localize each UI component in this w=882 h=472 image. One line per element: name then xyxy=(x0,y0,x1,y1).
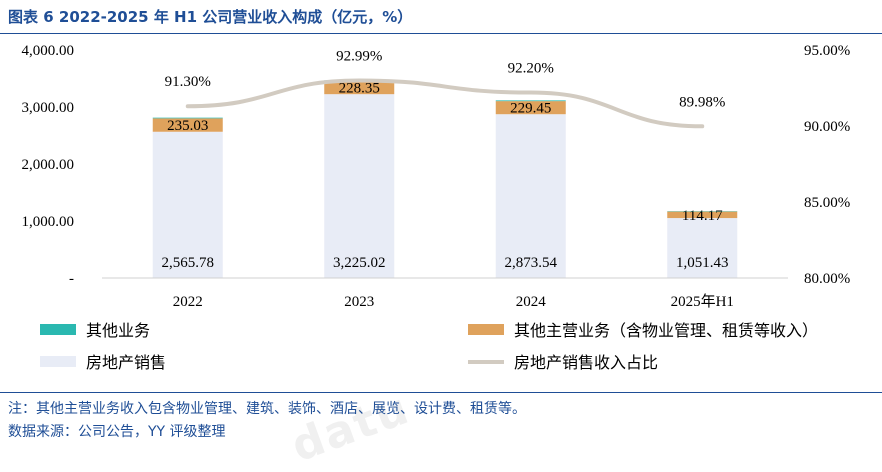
chart-figure: 图表 6 2022-2025 年 H1 公司营业收入构成（亿元，%） -1,00… xyxy=(0,0,882,444)
bar-data-label: 3,225.02 xyxy=(333,255,386,271)
left-axis-tick-label: 3,000.00 xyxy=(22,100,75,116)
legend-label: 房地产销售 xyxy=(86,353,166,372)
right-axis-tick-label: 80.00% xyxy=(804,271,850,287)
left-axis-tick-label: - xyxy=(69,271,74,287)
footer-rule xyxy=(0,392,882,393)
bar-data-label: 2,565.78 xyxy=(162,255,215,271)
bar-segment-2 xyxy=(496,100,566,101)
bar-data-label: 2,873.54 xyxy=(505,255,558,271)
bar-data-label: 235.03 xyxy=(167,118,208,134)
bar-data-label: 114.17 xyxy=(682,208,723,224)
line-data-label: 91.30% xyxy=(165,74,211,90)
bar-data-label: 228.35 xyxy=(339,81,380,97)
right-axis-tick-label: 85.00% xyxy=(804,195,850,211)
left-axis-tick-label: 1,000.00 xyxy=(22,214,75,230)
line-data-label: 89.98% xyxy=(679,94,725,110)
legend-swatch xyxy=(468,324,504,335)
bar-data-label: 229.45 xyxy=(510,101,551,117)
legend-swatch xyxy=(40,324,76,335)
line-data-label: 92.20% xyxy=(508,61,554,77)
legend-swatch xyxy=(40,356,76,367)
bar-segment-0 xyxy=(496,114,566,278)
right-axis-tick-label: 90.00% xyxy=(804,119,850,135)
x-axis-tick-label: 2023 xyxy=(344,294,374,310)
footnote: 注：其他主营业务收入包含物业管理、建筑、装饰、酒店、展览、设计费、租赁等。 xyxy=(8,398,526,418)
bar-data-label: 1,051.43 xyxy=(676,255,729,271)
source-note: 数据来源：公司公告，YY 评级整理 xyxy=(8,421,226,441)
stacked-bar-line-chart: - 1,000.00 2,000.00 3,000.00 4,000.00 80.00% 8… xyxy=(0,0,882,392)
legend-label: 房地产销售收入占比 xyxy=(514,353,658,372)
x-axis-tick-label: 2024 xyxy=(516,294,547,310)
bar-segment-0 xyxy=(324,94,394,278)
line-data-label: 92.99% xyxy=(336,49,382,65)
watermark: datu xyxy=(285,383,417,472)
left-axis-tick-label: 4,000.00 xyxy=(22,43,75,59)
x-axis-tick-label: 2025年H1 xyxy=(671,293,734,310)
right-axis-tick-label: 95.00% xyxy=(804,43,850,59)
legend-label: 其他主营业务（含物业管理、租赁等收入） xyxy=(514,321,818,340)
x-axis-tick-label: 2022 xyxy=(173,294,203,310)
ratio-line xyxy=(188,81,703,127)
left-axis-tick-label: 2,000.00 xyxy=(22,157,75,173)
bar-segment-2 xyxy=(153,118,223,119)
legend-label: 其他业务 xyxy=(86,321,150,340)
